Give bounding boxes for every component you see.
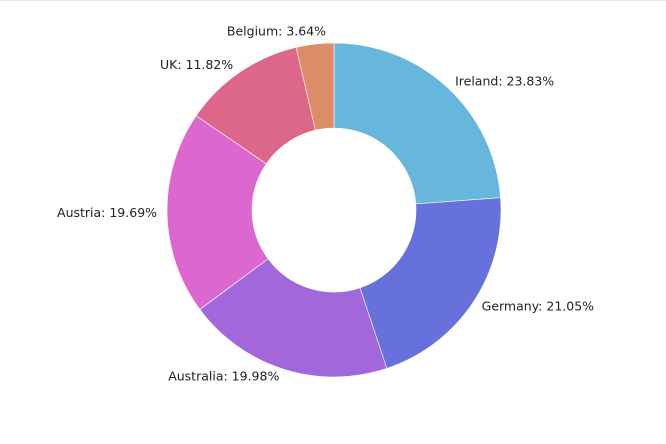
slice-australia[interactable] [199, 258, 388, 378]
label-belgium: Belgium: 3.64% [227, 24, 326, 39]
label-uk: UK: 11.82% [160, 57, 233, 72]
slice-ireland[interactable] [333, 42, 501, 205]
label-germany: Germany: 21.05% [482, 299, 595, 314]
slice-germany[interactable] [359, 197, 502, 369]
slices-group [166, 42, 502, 378]
slice-belgium[interactable] [295, 42, 335, 131]
label-australia: Australia: 19.98% [168, 368, 279, 383]
labels-group: Ireland: 23.83% Germany: 21.05% Australia:… [57, 24, 594, 384]
slice-austria[interactable] [166, 115, 269, 310]
label-austria: Austria: 19.69% [57, 205, 157, 220]
label-ireland: Ireland: 23.83% [455, 73, 554, 88]
